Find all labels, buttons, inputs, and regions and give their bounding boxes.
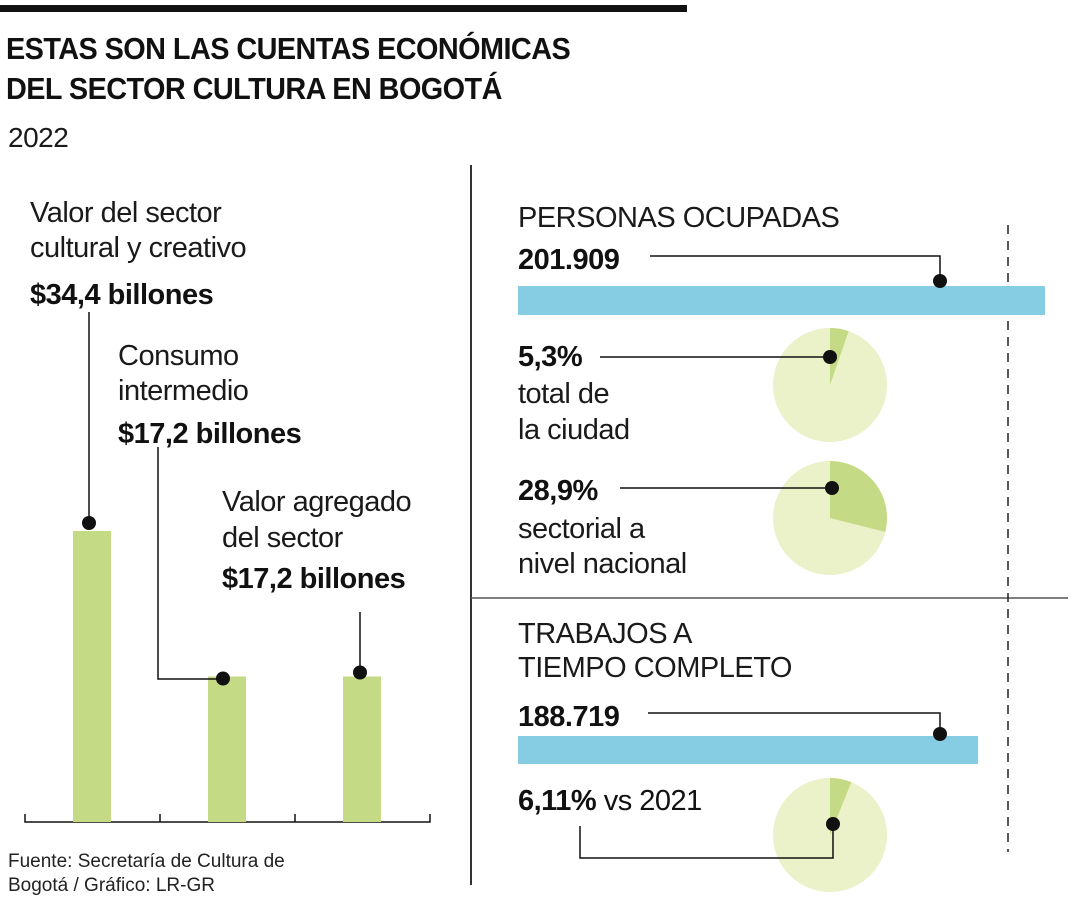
item3-value: $17,2 billones — [222, 563, 406, 595]
hbar-trabajos — [518, 736, 979, 764]
bar-2 — [208, 676, 246, 822]
item3-label-1: Valor agregado — [222, 486, 412, 518]
leader-personas — [650, 255, 941, 281]
bar-3 — [343, 676, 381, 822]
leader-dot-2 — [216, 671, 230, 686]
leader-dot-3 — [353, 665, 367, 680]
leader-trabajos — [648, 712, 941, 734]
pct-nat-label-1: sectorial a — [518, 513, 645, 545]
pct-city-label-1: total de — [518, 378, 610, 410]
leader-line-2 — [157, 447, 223, 680]
item1-value: $34,4 billones — [30, 279, 214, 311]
trabajos-pct-line: 6,11% vs 2021 — [518, 787, 702, 816]
source-note: Fuente: Secretaría de Cultura de Bogotá … — [8, 851, 285, 896]
item1-label-2: cultural y creativo — [30, 232, 247, 264]
trabajos-value: 188.719 — [518, 701, 620, 733]
title-line-1: ESTAS SON LAS CUENTAS ECONÓMICAS — [6, 31, 571, 66]
leader-dot-pct-nat — [825, 481, 839, 495]
item2-label-1: Consumo — [118, 340, 239, 372]
item2-value: $17,2 billones — [118, 418, 302, 450]
hbar-personas — [518, 286, 1045, 315]
personas-title: PERSONAS OCUPADAS — [518, 202, 840, 234]
leader-dot-personas — [933, 274, 947, 288]
item3-label-2: del sector — [222, 522, 343, 554]
trabajos-title-2: TIEMPO COMPLETO — [518, 652, 792, 684]
pct-nat-value: 28,9% — [518, 475, 598, 507]
personas-value: 201.909 — [518, 244, 620, 276]
title-line-2: DEL SECTOR CULTURA EN BOGOTÁ — [6, 71, 502, 106]
pie-2-slice — [830, 461, 887, 532]
bar-1 — [73, 531, 111, 822]
trabajos-title-1: TRABAJOS A — [518, 618, 692, 650]
pct-nat-label-2: nivel nacional — [518, 548, 687, 580]
trabajos-pct: 6,11% — [518, 785, 597, 817]
leader-dot-trabajos — [933, 727, 947, 741]
trabajos-pct-suffix: vs 2021 — [603, 785, 703, 817]
pie-1-slice — [830, 328, 849, 385]
pct-city-value: 5,3% — [518, 341, 583, 373]
leader-dot-pct-city — [823, 350, 837, 364]
leader-dot-1 — [82, 516, 96, 530]
year: 2022 — [8, 122, 69, 153]
item2-label-2: intermedio — [118, 375, 249, 407]
top-rule — [0, 5, 687, 12]
pct-city-label-2: la ciudad — [518, 414, 630, 446]
leader-trabajos-pct — [579, 824, 834, 859]
leader-dot-trabajos-pct — [826, 817, 840, 831]
item1-label-1: Valor del sector — [30, 197, 222, 229]
